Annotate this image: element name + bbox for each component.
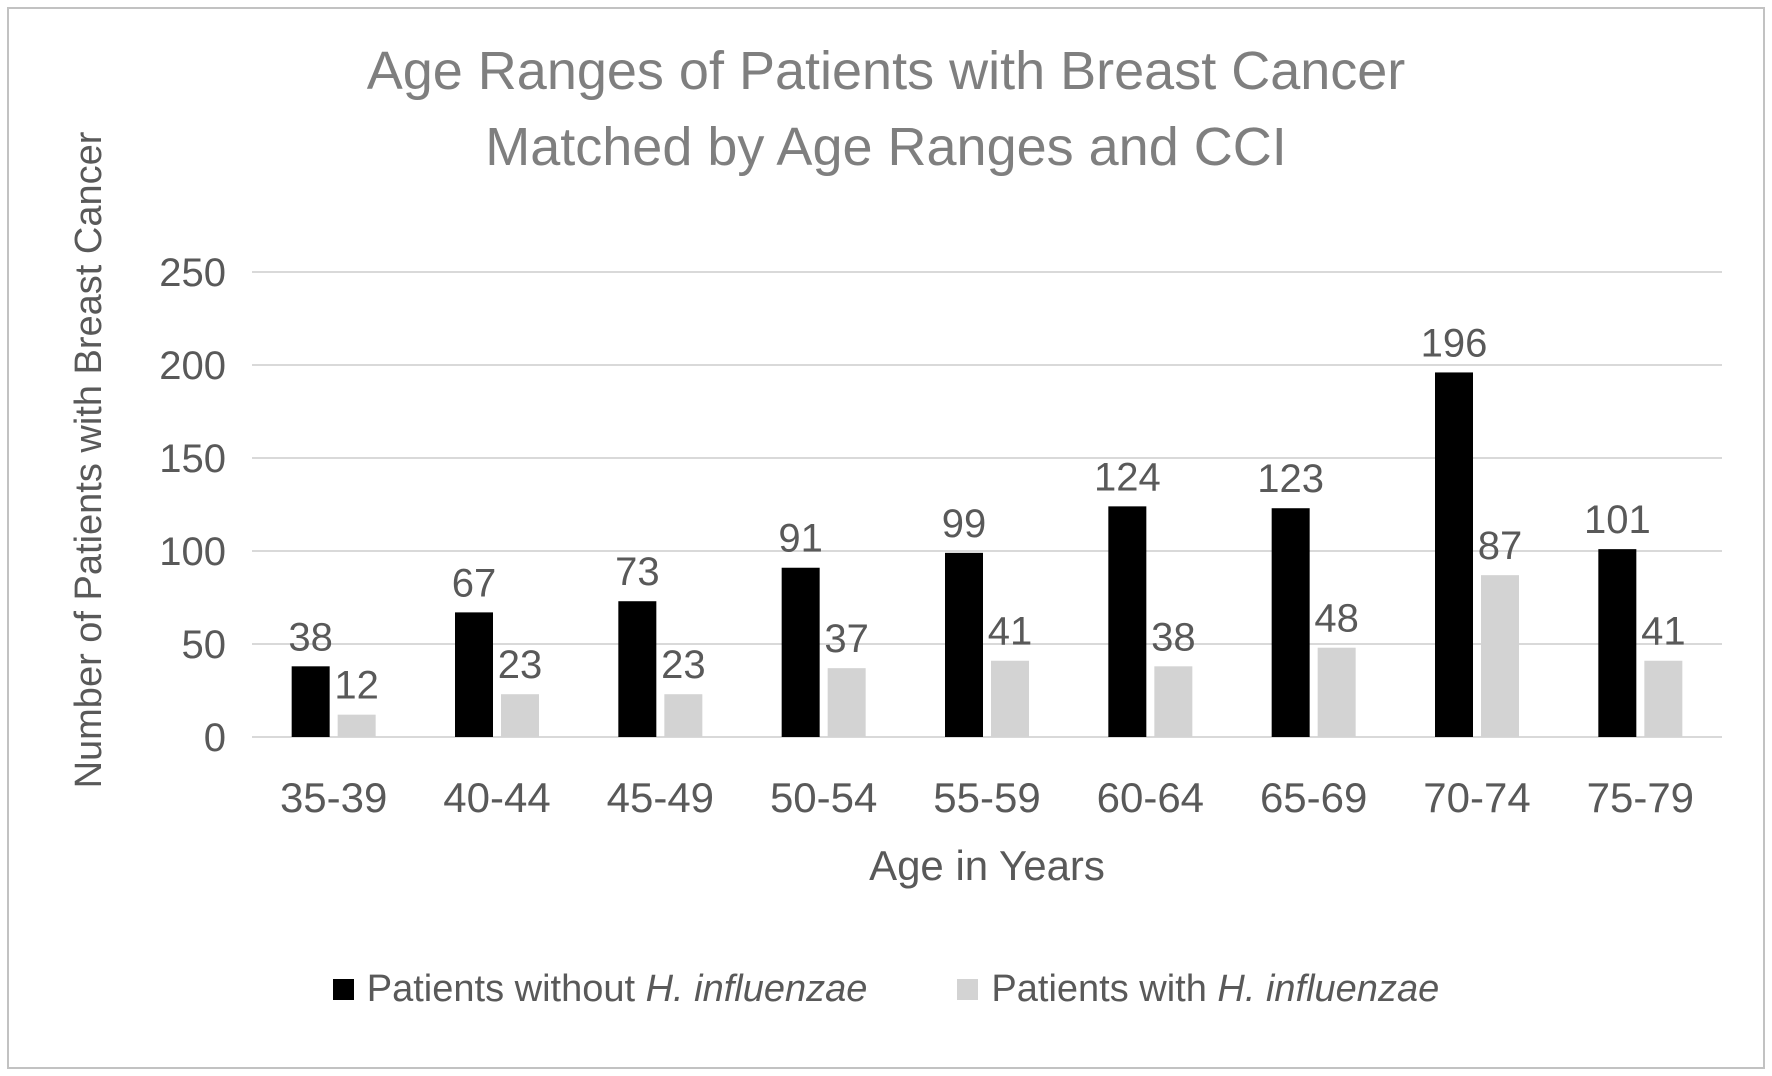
bar-without-h-influenzae <box>1271 508 1310 737</box>
legend-item-with: Patients with H. influenzae <box>957 968 1439 1011</box>
bar-with-h-influenzae <box>827 668 866 737</box>
x-tick-label: 35-39 <box>280 774 387 821</box>
data-label-without: 38 <box>288 615 333 659</box>
bar-with-h-influenzae <box>1317 647 1356 737</box>
bar-with-h-influenzae <box>664 694 703 737</box>
data-label-with: 37 <box>824 617 869 661</box>
y-tick-label: 250 <box>159 251 226 295</box>
data-label-without: 196 <box>1421 321 1488 365</box>
x-tick-label: 55-59 <box>933 774 1040 821</box>
bar-without-h-influenzae <box>291 666 330 737</box>
data-label-with: 41 <box>988 610 1033 654</box>
legend-swatch-without <box>332 979 354 1000</box>
bar-without-h-influenzae <box>781 567 820 737</box>
legend-label-with-text: Patients with <box>991 968 1218 1010</box>
data-label-with: 48 <box>1314 597 1359 641</box>
y-tick-label: 150 <box>159 437 226 481</box>
chart-title-line-1: Age Ranges of Patients with Breast Cance… <box>366 41 1406 101</box>
legend-swatch-with <box>957 979 979 1000</box>
data-label-without: 67 <box>452 561 497 605</box>
y-tick-label: 0 <box>204 716 226 760</box>
bar-with-h-influenzae <box>1154 666 1193 737</box>
bar-with-h-influenzae <box>337 714 376 737</box>
data-label-without: 99 <box>942 502 987 546</box>
data-label-with: 87 <box>1478 524 1523 568</box>
data-label-without: 123 <box>1257 457 1324 501</box>
x-axis-title: Age in Years <box>869 842 1105 889</box>
bar-with-h-influenzae <box>991 660 1029 737</box>
legend-label-with: Patients with H. influenzae <box>991 968 1439 1011</box>
x-tick-label: 65-69 <box>1260 774 1367 821</box>
legend-label-without-text: Patients without <box>366 968 646 1010</box>
legend: Patients without H. influenzae Patients … <box>0 968 1772 1011</box>
data-label-without: 91 <box>778 517 823 561</box>
bar-without-h-influenzae <box>1108 506 1147 737</box>
x-tick-label: 40-44 <box>443 774 550 821</box>
x-tick-label: 50-54 <box>770 774 877 821</box>
chart-title: Age Ranges of Patients with Breast Cance… <box>0 34 1772 185</box>
legend-label-with-species: H. influenzae <box>1217 968 1440 1010</box>
bar-with-h-influenzae <box>1481 575 1519 737</box>
x-tick-label: 70-74 <box>1423 774 1530 821</box>
data-label-with: 41 <box>1641 610 1686 654</box>
bar-without-h-influenzae <box>945 552 983 737</box>
bar-without-h-influenzae <box>455 612 493 737</box>
x-tick-label: 45-49 <box>607 774 714 821</box>
legend-label-without: Patients without H. influenzae <box>367 968 868 1011</box>
y-tick-label: 200 <box>159 344 226 388</box>
bar-without-h-influenzae <box>1435 372 1473 737</box>
bar-without-h-influenzae <box>1598 549 1637 737</box>
data-label-with: 38 <box>1151 615 1196 659</box>
legend-label-without-species: H. influenzae <box>645 968 868 1010</box>
y-tick-label: 50 <box>182 623 227 667</box>
bar-with-h-influenzae <box>501 694 539 737</box>
x-tick-label: 75-79 <box>1587 774 1694 821</box>
legend-item-without: Patients without H. influenzae <box>332 968 868 1011</box>
data-label-without: 73 <box>615 550 660 594</box>
data-label-with: 23 <box>661 643 706 687</box>
x-tick-label: 60-64 <box>1097 774 1204 821</box>
data-label-without: 101 <box>1584 498 1651 542</box>
y-tick-label: 100 <box>159 530 226 574</box>
data-label-with: 23 <box>498 643 543 687</box>
bar-with-h-influenzae <box>1644 660 1683 737</box>
data-label-with: 12 <box>334 664 379 708</box>
chart-title-line-2: Matched by Age Ranges and CCI <box>485 116 1287 177</box>
data-label-without: 124 <box>1094 455 1161 499</box>
bar-without-h-influenzae <box>618 601 657 737</box>
